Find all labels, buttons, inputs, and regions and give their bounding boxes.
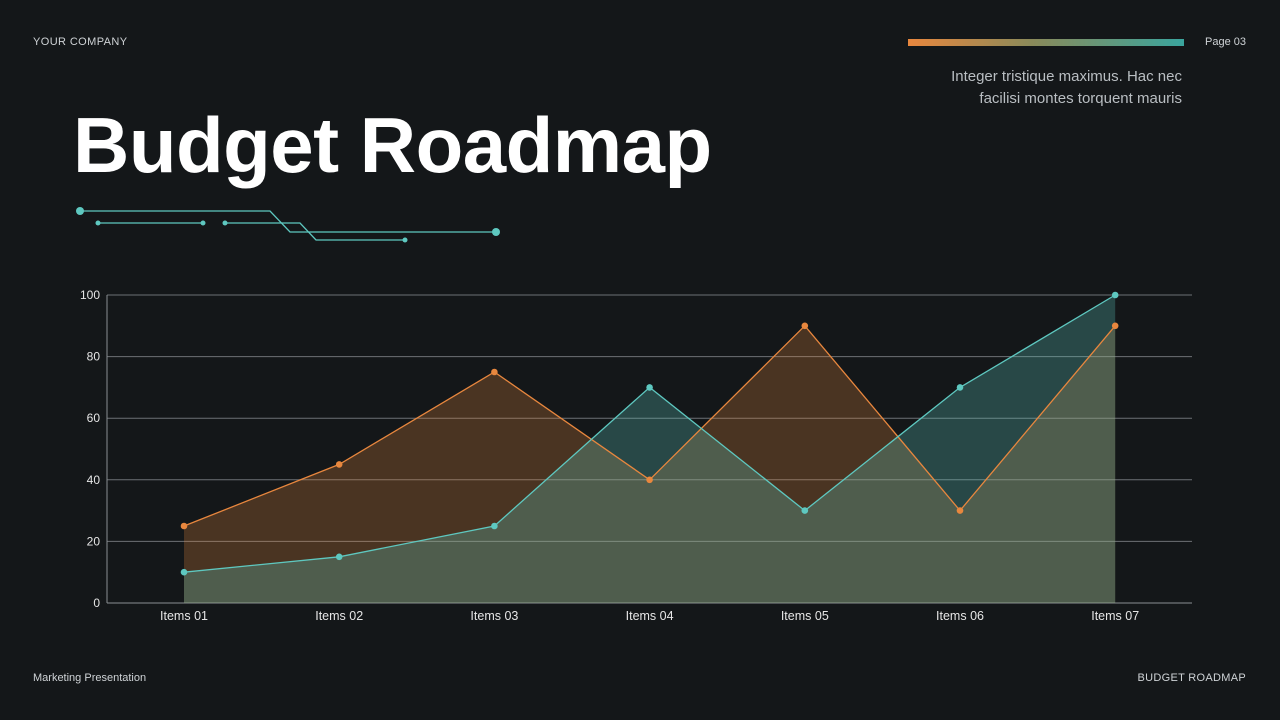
series-2-point [491, 522, 498, 530]
series-2-point [1111, 291, 1119, 299]
series-2-point [956, 384, 964, 391]
y-tick-label: 100 [80, 288, 100, 302]
subtitle-line-1: Integer tristique maximus. Hac nec [951, 68, 1182, 85]
y-tick-label: 40 [87, 473, 101, 487]
series-1-point [335, 461, 343, 468]
series-1-point [180, 522, 188, 530]
x-tick-label: Items 04 [626, 609, 674, 623]
x-tick-label: Items 02 [315, 609, 363, 623]
x-tick-label: Items 01 [160, 609, 208, 623]
company-name: YOUR COMPANY [33, 36, 128, 48]
x-tick-label: Items 05 [781, 609, 829, 623]
x-tick-label: Items 03 [470, 609, 518, 623]
x-tick-label: Items 07 [1091, 609, 1139, 623]
y-tick-label: 60 [87, 411, 101, 425]
circuit-decoration [76, 207, 500, 243]
series-2-point [335, 553, 343, 561]
subtitle: Integer tristique maximus. Hac nec facil… [882, 66, 1182, 110]
series-2-point [180, 568, 188, 576]
page-title: Budget Roadmap [73, 101, 712, 189]
series-2-point [801, 507, 809, 514]
y-tick-label: 0 [93, 596, 100, 610]
series-1-area [184, 325, 1116, 603]
series-1-point [956, 507, 964, 514]
footer-left-label: Marketing Presentation [33, 672, 147, 684]
series-2-area [184, 295, 1116, 603]
y-tick-label: 20 [87, 534, 101, 548]
subtitle-line-2: facilisi montes torquent mauris [979, 90, 1182, 107]
footer-right-label: BUDGET ROADMAP [1137, 672, 1246, 684]
accent-gradient-bar [908, 39, 1184, 46]
series-1-point [646, 476, 653, 484]
y-tick-label: 80 [87, 350, 101, 364]
series-1-point [491, 368, 498, 376]
x-tick-label: Items 06 [936, 609, 984, 623]
series-1-point [801, 322, 809, 330]
series-2-point [646, 384, 653, 391]
page-number: Page 03 [1205, 36, 1246, 48]
series-1-point [1111, 322, 1119, 330]
